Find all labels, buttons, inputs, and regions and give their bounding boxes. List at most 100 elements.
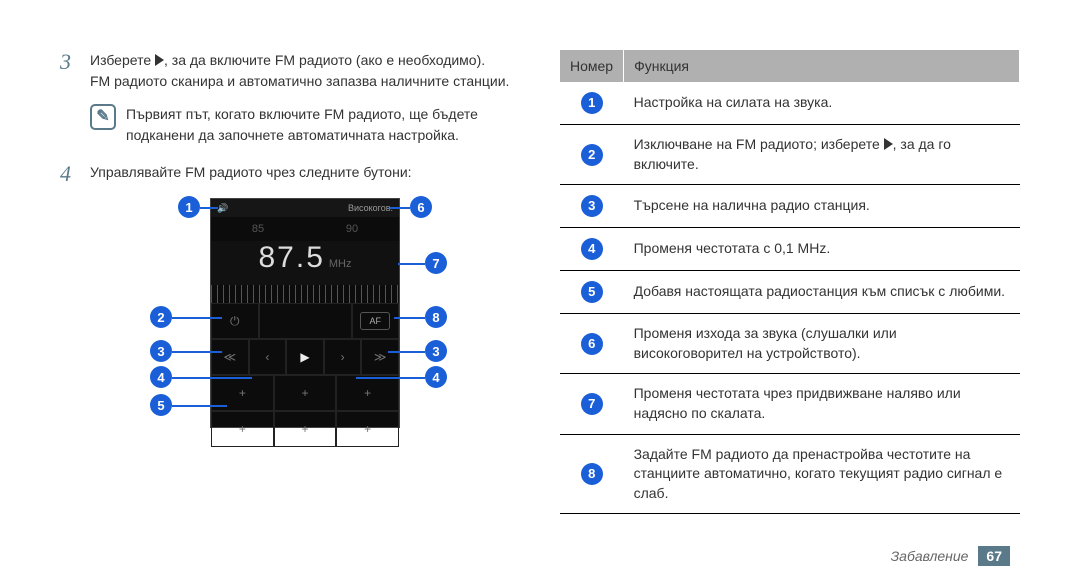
step-text: Изберете , за да включите FM радиото (ак… (90, 50, 520, 92)
callout-line (398, 263, 425, 265)
phone-screen: 🔊 Високогов. 85 90 87.5 MHz ⏻ AF ≪ ‹ ▶ (210, 198, 400, 428)
callout-line (172, 317, 222, 319)
row-badge: 2 (581, 144, 603, 166)
af-cell[interactable]: AF (352, 303, 400, 339)
row-num-cell: 5 (560, 271, 624, 314)
row-text: Настройка на силата на звука. (624, 82, 1020, 125)
freq-unit: MHz (329, 258, 352, 270)
row-badge: 1 (581, 92, 603, 114)
step3-text-b: , за да включите FM радиото (ако е необх… (164, 52, 485, 68)
header-number: Номер (560, 50, 624, 82)
row2-a: Изключване на FM радиото; изберете (634, 136, 884, 152)
freq-range: 85 90 (211, 217, 399, 241)
af-button[interactable]: AF (360, 312, 390, 330)
row-fav-1: + + + (211, 375, 399, 411)
row-badge: 6 (581, 333, 603, 355)
callout-line (356, 377, 425, 379)
row-controls: ≪ ‹ ▶ › ≫ (211, 339, 399, 375)
callout-line (390, 207, 410, 209)
row-text: Изключване на FM радиото; изберете , за … (624, 125, 1020, 185)
frequency-display: 87.5 MHz (211, 241, 399, 285)
preset-button[interactable]: + (274, 411, 337, 447)
row-num-cell: 8 (560, 434, 624, 514)
callout-badge-4r: 4 (425, 366, 447, 388)
radio-figure: 🔊 Високогов. 85 90 87.5 MHz ⏻ AF ≪ ‹ ▶ (150, 198, 460, 438)
footer-label: Забавление (891, 548, 969, 564)
preset-button[interactable]: + (274, 375, 337, 411)
blank-cell (259, 303, 352, 339)
callout-badge-2: 2 (150, 306, 172, 328)
preset-button[interactable]: + (336, 411, 399, 447)
range-left: 85 (252, 223, 264, 235)
step-4: 4 Управлявайте FM радиото чрез следните … (60, 162, 520, 186)
range-right: 90 (346, 223, 358, 235)
step3-text-a: Изберете (90, 52, 155, 68)
step-3: 3 Изберете , за да включите FM радиото (… (60, 50, 520, 92)
callout-badge-7: 7 (425, 252, 447, 274)
step-number: 4 (60, 162, 80, 186)
table-row: 5 Добавя настоящата радиостанция към спи… (560, 271, 1020, 314)
row-text: Търсене на налична радио станция. (624, 185, 1020, 228)
fwd-button[interactable]: › (324, 339, 362, 375)
function-table: Номер Функция 1 Настройка на силата на з… (560, 50, 1020, 514)
table-row: 6 Променя изхода за звука (слушалки или … (560, 314, 1020, 374)
callout-line (172, 405, 227, 407)
row-num-cell: 2 (560, 125, 624, 185)
row-num-cell: 7 (560, 374, 624, 434)
table-row: 7 Променя честотата чрез придвижване нал… (560, 374, 1020, 434)
back-button[interactable]: ‹ (249, 339, 287, 375)
left-column: 3 Изберете , за да включите FM радиото (… (60, 50, 520, 566)
skip-back-button[interactable]: ≪ (211, 339, 249, 375)
callout-badge-1: 1 (178, 196, 200, 218)
page-footer: Забавление 67 (891, 546, 1010, 566)
row-num-cell: 4 (560, 228, 624, 271)
row-text: Задайте FM радиото да пренастройва често… (624, 434, 1020, 514)
header-function: Функция (624, 50, 1020, 82)
note-icon: ✎ (90, 104, 116, 130)
callout-badge-3r: 3 (425, 340, 447, 362)
callout-line (172, 377, 252, 379)
power-button[interactable]: ⏻ (211, 303, 259, 339)
row-badge: 3 (581, 195, 603, 217)
right-column: Номер Функция 1 Настройка на силата на з… (560, 50, 1020, 566)
note-text: Първият път, когато включите FM радиото,… (126, 104, 520, 146)
row-text: Променя честотата чрез придвижване наляв… (624, 374, 1020, 434)
row-power-af: ⏻ AF (211, 303, 399, 339)
row-fav-2: + + + (211, 411, 399, 447)
row-text: Променя честотата с 0,1 MHz. (624, 228, 1020, 271)
step-number: 3 (60, 50, 80, 92)
phone-topbar: 🔊 Високогов. (211, 199, 399, 217)
table-row: 2 Изключване на FM радиото; изберете , з… (560, 125, 1020, 185)
table-row: 1 Настройка на силата на звука. (560, 82, 1020, 125)
freq-value: 87.5 (259, 241, 325, 275)
callout-badge-8: 8 (425, 306, 447, 328)
step3-text-c: FM радиото сканира и автоматично запазва… (90, 73, 509, 89)
page-number: 67 (978, 546, 1010, 566)
callout-badge-3: 3 (150, 340, 172, 362)
table-row: 4 Променя честотата с 0,1 MHz. (560, 228, 1020, 271)
row-text: Променя изхода за звука (слушалки или ви… (624, 314, 1020, 374)
row-badge: 4 (581, 238, 603, 260)
skip-fwd-button[interactable]: ≫ (361, 339, 399, 375)
row-num-cell: 1 (560, 82, 624, 125)
table-header-row: Номер Функция (560, 50, 1020, 82)
row-text: Добавя настоящата радиостанция към списъ… (624, 271, 1020, 314)
callout-line (388, 351, 425, 353)
callout-badge-4: 4 (150, 366, 172, 388)
preset-button[interactable]: + (336, 375, 399, 411)
table-row: 8 Задайте FM радиото да пренастройва чес… (560, 434, 1020, 514)
play-button[interactable]: ▶ (286, 339, 324, 375)
callout-line (172, 351, 222, 353)
callout-badge-6: 6 (410, 196, 432, 218)
row-badge: 5 (581, 281, 603, 303)
row-badge: 7 (581, 393, 603, 415)
dial-scale (211, 285, 399, 303)
row-badge: 8 (581, 463, 603, 485)
step4-text: Управлявайте FM радиото чрез следните бу… (90, 162, 520, 186)
callout-line (394, 317, 425, 319)
callout-badge-5: 5 (150, 394, 172, 416)
preset-button[interactable]: + (211, 411, 274, 447)
row-num-cell: 6 (560, 314, 624, 374)
play-icon (155, 54, 164, 66)
table-row: 3 Търсене на налична радио станция. (560, 185, 1020, 228)
